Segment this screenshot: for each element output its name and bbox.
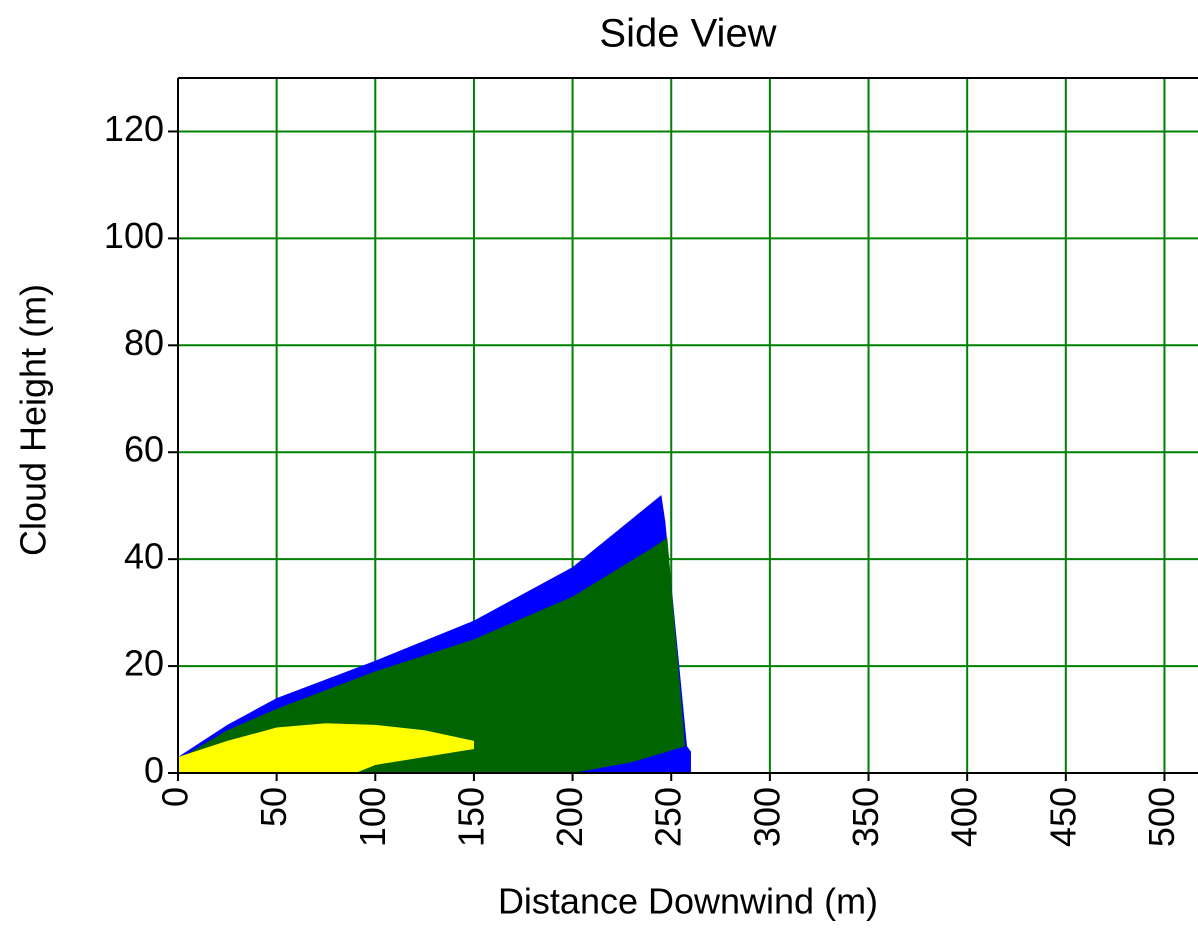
y-tick-label: 120 — [104, 108, 164, 149]
x-tick-label: 200 — [549, 787, 590, 847]
chart-title: Side View — [599, 12, 776, 56]
x-tick-label: 350 — [845, 787, 886, 847]
y-tick-label: 0 — [144, 750, 164, 791]
x-tick-label: 0 — [155, 787, 196, 807]
x-axis-label: Distance Downwind (m) — [498, 881, 878, 922]
x-tick-label: 500 — [1141, 787, 1182, 847]
x-tick-label: 50 — [253, 787, 294, 827]
y-tick-label: 40 — [124, 536, 164, 577]
x-tick-label: 450 — [1042, 787, 1083, 847]
plot-area — [177, 78, 1198, 774]
y-tick-label: 80 — [124, 322, 164, 363]
x-tick-label: 150 — [450, 787, 491, 847]
cloud-region — [178, 723, 474, 773]
y-tick-label: 20 — [124, 643, 164, 684]
x-tick-label: 300 — [746, 787, 787, 847]
y-tick-label: 100 — [104, 215, 164, 256]
y-axis-label: Cloud Height (m) — [13, 284, 54, 556]
x-tick-label: 100 — [352, 787, 393, 847]
x-tick-label: 400 — [944, 787, 985, 847]
y-tick-label: 60 — [124, 429, 164, 470]
cloud-region — [178, 537, 686, 773]
x-tick-label: 250 — [648, 787, 689, 847]
